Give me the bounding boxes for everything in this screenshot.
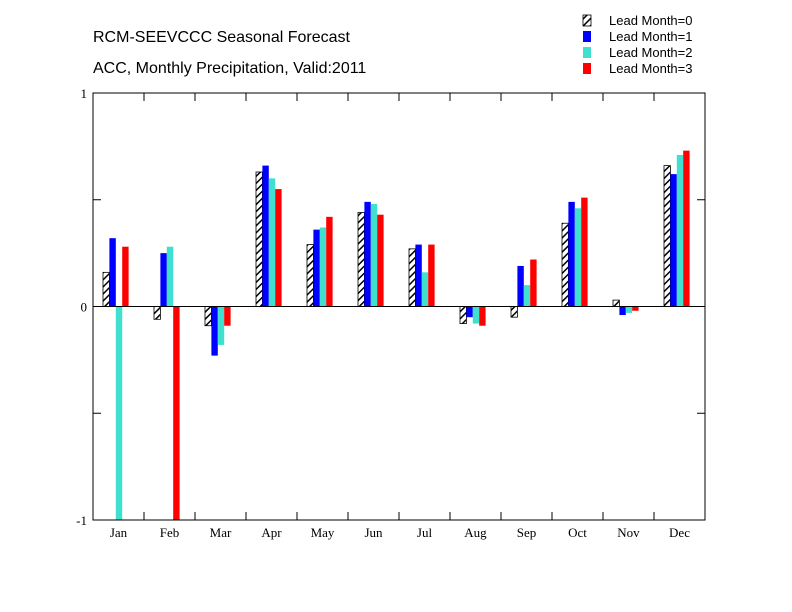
bar-group [102,150,690,520]
bar-nov-lead0 [612,299,620,307]
bar-feb-lead2 [166,246,174,307]
legend-label-lead0: Lead Month=0 [609,13,692,28]
legend-swatch-lead3 [583,63,591,74]
bar-feb-lead3 [173,306,180,520]
x-tick-label-jun: Jun [364,525,383,540]
bar-nov-lead1 [619,306,626,316]
bar-mar-lead3 [224,306,231,326]
x-tick-label-mar: Mar [210,525,232,540]
bar-jun-lead3 [377,214,384,307]
bar-aug-lead0 [459,306,467,324]
bar-sep-lead3 [530,259,537,307]
axes-group: -1 0 1 Jan Feb Mar Apr May Jun Jul Aug Sep Oct Nov Dec [76,86,705,540]
legend-label-lead3: Lead Month=3 [609,61,692,76]
x-tick-label-oct: Oct [568,525,587,540]
x-tick-label-sep: Sep [517,525,537,540]
bar-may-lead2 [319,227,327,307]
bar-oct-lead1 [568,201,575,307]
x-tick-label-jul: Jul [417,525,433,540]
bar-aug-lead2 [472,306,480,324]
legend-label-lead2: Lead Month=2 [609,45,692,60]
chart-title: RCM-SEEVCCC Seasonal Forecast [93,29,350,46]
legend-swatch-lead2 [583,47,591,58]
bar-apr-lead1 [262,165,269,307]
x-tick-label-feb: Feb [160,525,180,540]
x-tick-label-may: May [311,525,335,540]
x-tick-label-nov: Nov [617,525,640,540]
bar-nov-lead3 [632,306,639,311]
bar-feb-lead0 [153,306,161,320]
bar-apr-lead0 [255,171,263,307]
x-tick-label-dec: Dec [669,525,690,540]
bar-jan-lead2 [115,306,123,520]
bar-jun-lead0 [357,212,365,307]
bar-jul-lead0 [408,248,416,307]
bar-sep-lead1 [517,265,524,307]
x-tick-label-aug: Aug [464,525,487,540]
bar-jan-lead1 [109,238,116,307]
y-tick-label: -1 [76,513,87,528]
bar-jul-lead1 [415,244,422,307]
legend-label-lead1: Lead Month=1 [609,29,692,44]
bar-oct-lead0 [561,222,569,307]
bar-jan-lead3 [122,246,129,307]
bar-mar-lead1 [211,306,218,356]
y-tick-label: 0 [81,300,88,315]
y-tick-label: 1 [81,86,88,101]
bar-dec-lead1 [670,174,677,307]
bar-sep-lead2 [523,285,531,307]
bar-jun-lead2 [370,204,378,307]
bar-mar-lead0 [204,306,212,327]
bar-nov-lead2 [625,306,633,313]
bar-sep-lead0 [510,306,518,318]
x-tick-label-apr: Apr [261,525,282,540]
bar-jun-lead1 [364,201,371,307]
legend-swatch-lead0 [582,14,592,27]
bar-apr-lead2 [268,178,276,307]
bar-oct-lead2 [574,208,582,307]
bar-dec-lead2 [676,154,684,307]
bar-may-lead0 [306,244,314,307]
chart-subtitle: ACC, Monthly Precipitation, Valid:2011 [93,60,367,77]
bar-jan-lead0 [102,271,110,307]
bar-aug-lead3 [479,306,486,326]
bar-jul-lead2 [421,272,429,307]
bar-dec-lead0 [663,165,671,307]
bar-mar-lead2 [217,306,225,345]
bar-dec-lead3 [683,150,690,307]
legend-swatch-lead1 [583,31,591,42]
bar-may-lead1 [313,229,320,307]
bar-apr-lead3 [275,189,282,307]
bar-jul-lead3 [428,244,435,307]
x-tick-label-jan: Jan [110,525,128,540]
bar-feb-lead1 [160,253,167,307]
bar-oct-lead3 [581,197,588,307]
bar-may-lead3 [326,216,333,307]
bar-aug-lead1 [466,306,473,318]
